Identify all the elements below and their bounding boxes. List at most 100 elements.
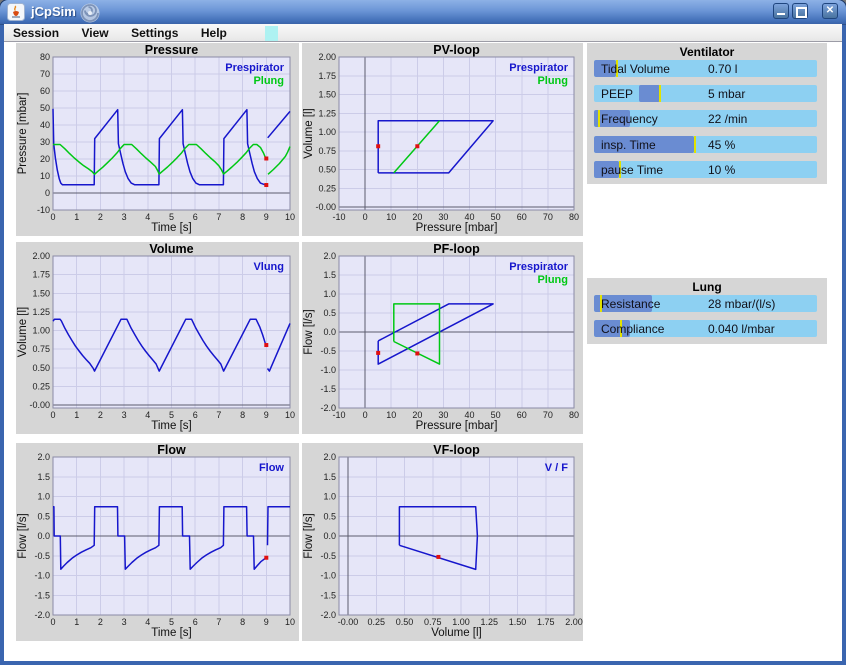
slider-label: Resistance bbox=[601, 297, 661, 311]
chart-title: Volume bbox=[149, 242, 193, 256]
legend-prespirator: Prespirator bbox=[509, 261, 568, 273]
legend-flow: Flow bbox=[259, 462, 284, 474]
tick-labels: -10 0 10 20 30 40 50 60 70 80 2.00 1.75 1.50 1.25 1.00… bbox=[315, 52, 579, 222]
y-axis-label: Flow [l/s] bbox=[17, 513, 29, 558]
svg-text:9: 9 bbox=[264, 212, 269, 222]
menu-settings[interactable]: Settings bbox=[131, 26, 179, 40]
svg-text:0.75: 0.75 bbox=[32, 344, 50, 354]
slider-compliance[interactable]: Compliance 0.040 l/mbar bbox=[594, 320, 817, 338]
series-ventilator-pressure-old bbox=[267, 110, 291, 139]
svg-text:8: 8 bbox=[240, 212, 245, 222]
slider-value: 0.040 l/mbar bbox=[708, 322, 775, 337]
slider-value-marker bbox=[659, 85, 661, 103]
legend-vlung: Vlung bbox=[253, 261, 284, 273]
svg-text:8: 8 bbox=[240, 410, 245, 420]
svg-text:-0.5: -0.5 bbox=[34, 551, 50, 561]
plot-border bbox=[52, 456, 291, 616]
slider-thumb-tidal-volume[interactable] bbox=[594, 60, 617, 77]
slider-pause-time[interactable]: pause Time 10 % bbox=[594, 160, 817, 178]
svg-text:-0.00: -0.00 bbox=[315, 202, 336, 212]
slider-insp-time[interactable]: insp. Time 45 % bbox=[594, 135, 817, 153]
java-icon bbox=[7, 3, 25, 21]
sweep-marker bbox=[376, 350, 381, 355]
slider-thumb-insp-time[interactable] bbox=[594, 135, 695, 153]
svg-text:2.00: 2.00 bbox=[32, 251, 50, 261]
zero-axes bbox=[339, 57, 574, 210]
svg-text:1.5: 1.5 bbox=[323, 472, 336, 482]
slider-value-marker bbox=[598, 110, 601, 128]
svg-text:50: 50 bbox=[491, 212, 501, 222]
svg-text:-1.0: -1.0 bbox=[320, 365, 336, 375]
slider-value: 10 % bbox=[708, 162, 736, 177]
slider-frequency[interactable]: Frequency 22 /min bbox=[594, 110, 817, 128]
svg-text:0.0: 0.0 bbox=[323, 531, 336, 541]
menu-view[interactable]: View bbox=[81, 26, 109, 40]
x-axis-label: Time [s] bbox=[151, 420, 191, 432]
slider-value-marker bbox=[600, 295, 603, 312]
svg-text:5: 5 bbox=[169, 410, 174, 420]
svg-text:1.25: 1.25 bbox=[32, 307, 50, 317]
slider-peep[interactable]: PEEP 5 mbar bbox=[594, 85, 817, 103]
minimize-button[interactable] bbox=[773, 3, 789, 19]
svg-text:3: 3 bbox=[122, 212, 127, 222]
slider-thumb-peep[interactable] bbox=[639, 85, 660, 103]
svg-text:4: 4 bbox=[145, 617, 150, 627]
plot-border bbox=[338, 255, 575, 409]
chart-title: Flow bbox=[157, 443, 186, 457]
menu-session[interactable]: Session bbox=[13, 26, 60, 40]
svg-text:60: 60 bbox=[517, 410, 527, 420]
slider-value-marker bbox=[619, 160, 622, 178]
svg-text:70: 70 bbox=[543, 212, 553, 222]
simulation-status-indicator bbox=[265, 26, 278, 41]
slider-tidal-volume[interactable]: Tidal Volume 0.70 l bbox=[594, 60, 817, 77]
svg-text:0.5: 0.5 bbox=[323, 308, 336, 318]
svg-text:80: 80 bbox=[569, 212, 579, 222]
series-ventilator-pv bbox=[377, 120, 494, 174]
svg-text:70: 70 bbox=[40, 69, 50, 79]
svg-text:0.75: 0.75 bbox=[424, 617, 442, 627]
svg-text:1: 1 bbox=[74, 617, 79, 627]
svg-text:2.0: 2.0 bbox=[323, 251, 336, 261]
series-lung-pressure-old bbox=[267, 146, 291, 175]
svg-text:-2.0: -2.0 bbox=[320, 610, 336, 620]
slider-thumb-pause-time[interactable] bbox=[594, 160, 619, 178]
slider-value: 5 mbar bbox=[708, 87, 746, 102]
svg-text:1.50: 1.50 bbox=[509, 617, 527, 627]
slider-label: pause Time bbox=[601, 162, 664, 177]
sweep-marker bbox=[415, 351, 420, 356]
slider-thumb-resistance[interactable] bbox=[594, 295, 652, 312]
svg-text:3: 3 bbox=[122, 410, 127, 420]
slider-resistance[interactable]: Resistance 28 mbar/(l/s) bbox=[594, 295, 817, 312]
svg-text:80: 80 bbox=[569, 410, 579, 420]
slider-thumb-frequency[interactable] bbox=[594, 110, 630, 128]
svg-text:2.00: 2.00 bbox=[565, 617, 583, 627]
svg-text:20: 20 bbox=[412, 410, 422, 420]
svg-text:0.50: 0.50 bbox=[396, 617, 414, 627]
chart-title: VF-loop bbox=[433, 443, 480, 457]
svg-text:-0.00: -0.00 bbox=[29, 400, 50, 410]
svg-text:70: 70 bbox=[543, 410, 553, 420]
svg-text:0: 0 bbox=[50, 410, 55, 420]
ventilator-panel: Ventilator Tidal Volume 0.70 l PEEP 5 mbar F… bbox=[587, 43, 827, 184]
svg-text:1.00: 1.00 bbox=[318, 127, 336, 137]
close-button[interactable]: ✕ bbox=[822, 3, 838, 19]
slider-label: insp. Time bbox=[601, 137, 656, 152]
svg-text:0.25: 0.25 bbox=[318, 183, 336, 193]
chart-pv-loop: -10 0 10 20 30 40 50 60 70 80 2.00 1.75 1.50 1.25 1.00… bbox=[302, 43, 583, 236]
svg-text:1.25: 1.25 bbox=[318, 108, 336, 118]
svg-text:-10: -10 bbox=[332, 212, 345, 222]
menu-help[interactable]: Help bbox=[200, 26, 227, 40]
maximize-button[interactable] bbox=[792, 3, 808, 19]
slider-value-marker bbox=[615, 60, 618, 77]
y-axis-label: Flow [l/s] bbox=[303, 309, 315, 354]
minimize-icon bbox=[777, 13, 785, 15]
svg-text:0.5: 0.5 bbox=[323, 511, 336, 521]
svg-text:2: 2 bbox=[98, 617, 103, 627]
slider-value: 28 mbar/(l/s) bbox=[708, 297, 776, 311]
svg-text:2.0: 2.0 bbox=[323, 452, 336, 462]
svg-text:0.25: 0.25 bbox=[32, 381, 50, 391]
svg-text:1.25: 1.25 bbox=[480, 617, 498, 627]
svg-text:-1.5: -1.5 bbox=[34, 590, 50, 600]
